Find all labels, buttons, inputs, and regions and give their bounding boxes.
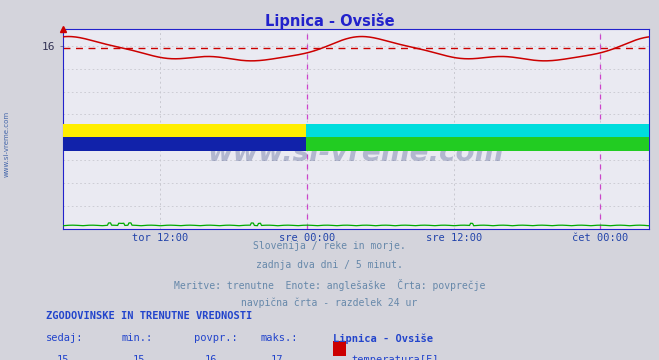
Text: sre 12:00: sre 12:00 (426, 233, 482, 243)
Text: 17: 17 (271, 355, 283, 360)
Text: www.si-vreme.com: www.si-vreme.com (208, 139, 504, 167)
Text: tor 12:00: tor 12:00 (132, 233, 188, 243)
Text: Lipnica - Ovsiše: Lipnica - Ovsiše (333, 333, 433, 343)
Text: maks.:: maks.: (260, 333, 298, 343)
Text: ZGODOVINSKE IN TRENUTNE VREDNOSTI: ZGODOVINSKE IN TRENUTNE VREDNOSTI (46, 311, 252, 321)
Text: min.:: min.: (122, 333, 153, 343)
Bar (306, 123, 659, 137)
Text: sedaj:: sedaj: (46, 333, 84, 343)
Bar (306, 137, 659, 151)
Bar (0, 123, 306, 137)
Text: Slovenija / reke in morje.: Slovenija / reke in morje. (253, 241, 406, 251)
Text: temperatura[F]: temperatura[F] (351, 355, 439, 360)
Text: navpična črta - razdelek 24 ur: navpična črta - razdelek 24 ur (241, 297, 418, 308)
Text: čet 00:00: čet 00:00 (572, 233, 629, 243)
Text: 15: 15 (57, 355, 69, 360)
Text: Lipnica - Ovsiše: Lipnica - Ovsiše (265, 13, 394, 28)
Text: povpr.:: povpr.: (194, 333, 238, 343)
Text: www.si-vreme.com: www.si-vreme.com (3, 111, 10, 177)
Bar (0, 137, 306, 151)
Text: 16: 16 (205, 355, 217, 360)
Text: zadnja dva dni / 5 minut.: zadnja dva dni / 5 minut. (256, 260, 403, 270)
Text: Meritve: trenutne  Enote: anglešaške  Črta: povprečje: Meritve: trenutne Enote: anglešaške Črta… (174, 279, 485, 291)
Text: 15: 15 (132, 355, 145, 360)
Text: sre 00:00: sre 00:00 (279, 233, 335, 243)
